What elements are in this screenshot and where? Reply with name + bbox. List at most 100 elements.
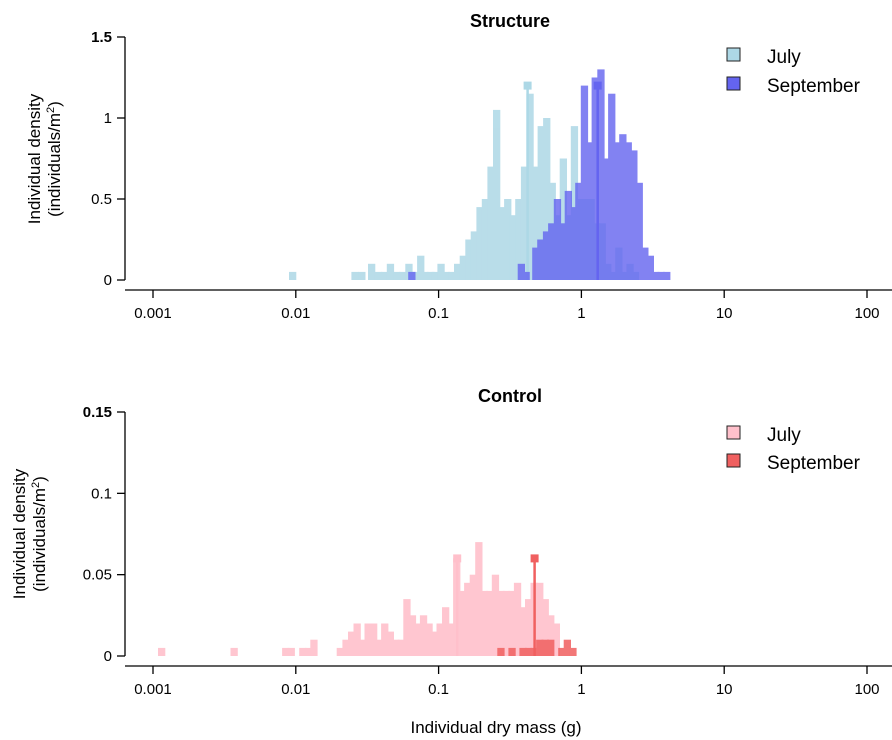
- control-july-bar-10: [353, 623, 361, 656]
- control-x-tick-label-5: 100: [854, 681, 879, 698]
- control-july-bar-14: [375, 639, 383, 656]
- structure-september-bar-5: [542, 231, 551, 280]
- structure-july-bar-11: [417, 255, 425, 280]
- structure-legend-swatch-july: [726, 47, 741, 62]
- control-july-bar-46: [552, 623, 560, 656]
- control-september-bar-1: [508, 647, 516, 656]
- control-september-bar-6: [541, 639, 549, 656]
- control-july-bar-3: [287, 647, 295, 656]
- structure-september-bar-0: [408, 271, 416, 280]
- structure-july-bar-14: [431, 271, 440, 280]
- structure-july-bar-26: [498, 207, 506, 280]
- control-july-median-marker: [453, 554, 462, 563]
- structure-y-axis-label-line2: (individuals/m: [45, 113, 64, 217]
- structure-july-bar-18: [454, 263, 462, 280]
- control-september-median-marker: [530, 554, 539, 563]
- structure-legend-swatch-september: [726, 76, 741, 91]
- control-july-bar-39: [513, 582, 522, 656]
- control-july-bar-8: [342, 639, 350, 656]
- control-july-bar-16: [386, 631, 394, 656]
- structure-july-bar-22: [476, 207, 484, 280]
- control-y-tick-label-1: 0.05: [83, 567, 112, 584]
- structure-september-bar-3: [532, 247, 540, 280]
- control-september-bar-9: [563, 639, 571, 656]
- structure-july-bar-8: [399, 271, 407, 280]
- structure-y-axis-label-line1: Individual density: [25, 93, 44, 224]
- structure-july-bar-37: [559, 158, 567, 280]
- structure-july-bar-13: [427, 271, 435, 280]
- structure-september-bar-17: [608, 93, 616, 280]
- control-y-tick-label-2: 0.1: [91, 485, 112, 502]
- control-title: Control: [478, 386, 542, 406]
- control-july-bar-32: [475, 542, 483, 656]
- control-july-bar-41: [525, 599, 533, 656]
- control-july-bar-18: [397, 639, 406, 656]
- structure-july-bar-20: [465, 239, 473, 280]
- structure-legend-label-july: July: [767, 47, 801, 68]
- structure-july-bar-23: [481, 199, 490, 280]
- control-y-axis-label-line2: (individuals/m: [30, 488, 49, 592]
- control-legend-swatch-july: [726, 425, 741, 440]
- structure-july-bar-25: [493, 109, 501, 281]
- structure-y-tick-label-1: 0.5: [91, 191, 112, 208]
- structure-september-bar-12: [580, 85, 589, 280]
- control-july-bar-7: [336, 647, 344, 656]
- control-july-bar-27: [447, 623, 455, 656]
- control-july-bar-17: [392, 639, 400, 656]
- control-july-bar-13: [370, 623, 378, 656]
- structure-july-bar-6: [386, 263, 395, 280]
- structure-july-bar-7: [393, 271, 401, 280]
- structure-y-axis-label-units: (individuals/m2): [45, 101, 64, 217]
- structure-x-ticks: 0.001 0.01 0.1 1 10 100: [134, 290, 880, 322]
- control-x-tick-label-2: 0.1: [428, 681, 449, 698]
- control-july-bar-15: [381, 623, 389, 656]
- control-july-bar-6: [310, 639, 318, 656]
- control-july-bar-20: [408, 615, 417, 656]
- control-july-bar-23: [425, 623, 433, 656]
- structure-september-bar-16: [602, 158, 611, 280]
- structure-september-bar-6: [548, 223, 556, 280]
- structure-y-axis-label: Individual density: [25, 93, 44, 224]
- control-july-bar-26: [442, 607, 450, 656]
- control-x-tick-label-3: 1: [577, 681, 585, 698]
- control-july-bar-21: [414, 623, 422, 656]
- structure-x-tick-label-4: 10: [716, 305, 733, 322]
- structure-july-bar-24: [487, 166, 495, 280]
- structure-september-bar-13: [586, 142, 594, 280]
- structure-july-bar-30: [520, 166, 529, 280]
- structure-title: Structure: [470, 11, 550, 31]
- control-july-bar-34: [486, 590, 494, 656]
- structure-x-tick-label-5: 100: [854, 305, 879, 322]
- structure-september-bar-14: [591, 77, 599, 280]
- control-july-bar-11: [359, 639, 367, 656]
- control-july-bar-31: [469, 574, 477, 656]
- structure-september-bar-24: [646, 255, 654, 280]
- control-plot-area: [158, 542, 577, 656]
- structure-september-median-marker: [593, 81, 602, 90]
- structure-y-ticks: 0 0.5 1 1.5: [91, 29, 125, 289]
- control-september-bar-3: [525, 647, 533, 656]
- structure-september-bar-21: [630, 150, 638, 280]
- control-y-tick-label-0: 0: [104, 648, 112, 665]
- control-july-bar-4: [299, 647, 307, 656]
- structure-september-bar-22: [635, 182, 643, 280]
- control-y-axis-label-sup: 2: [30, 482, 42, 488]
- control-panel: Control 00.050.10.15 0.001 0.01 0.1 1 10 100 …: [10, 386, 892, 698]
- structure-y-axis-label-sup: 2: [45, 107, 57, 113]
- control-july-bar-36: [497, 590, 505, 656]
- structure-september-bar-20: [624, 142, 632, 280]
- structure-july-bar-32: [532, 166, 540, 280]
- control-y-tick-label-3: 0.15: [83, 404, 112, 421]
- structure-july-bar-19: [459, 255, 467, 280]
- control-july-bar-38: [508, 590, 516, 656]
- control-july-bar-43: [536, 582, 544, 656]
- structure-september-bar-18: [613, 142, 621, 280]
- structure-september-bar-19: [619, 134, 627, 280]
- structure-july-bar-2: [358, 271, 366, 280]
- structure-september-bar-8: [559, 223, 567, 280]
- control-july-bar-33: [480, 590, 488, 656]
- structure-y-tick-label-3: 1.5: [91, 29, 112, 46]
- control-july-bar-40: [519, 607, 527, 656]
- structure-july-bar-15: [437, 263, 445, 280]
